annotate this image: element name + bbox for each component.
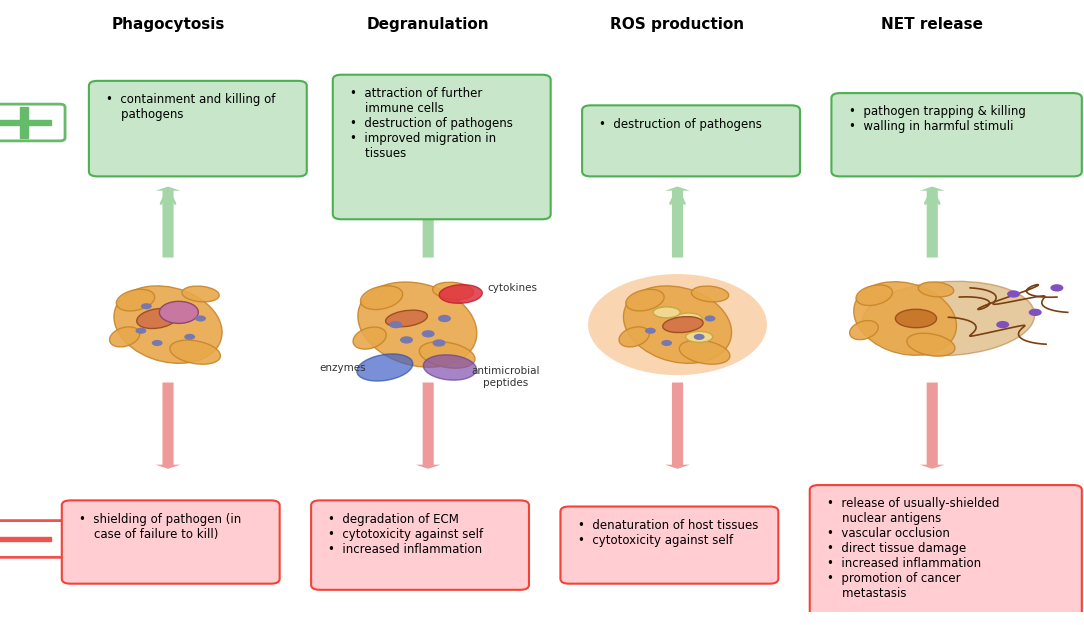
Circle shape	[996, 321, 1009, 328]
Ellipse shape	[433, 282, 474, 299]
Circle shape	[195, 316, 206, 321]
Ellipse shape	[114, 286, 222, 363]
Circle shape	[136, 328, 146, 334]
Ellipse shape	[854, 282, 956, 355]
Ellipse shape	[653, 307, 681, 318]
FancyBboxPatch shape	[20, 107, 28, 138]
Circle shape	[645, 328, 656, 334]
Ellipse shape	[358, 282, 477, 368]
Text: •  attraction of further
    immune cells
•  destruction of pathogens
•  improve: • attraction of further immune cells • d…	[350, 87, 513, 160]
Text: cytokines: cytokines	[488, 283, 538, 293]
Ellipse shape	[680, 340, 730, 364]
Ellipse shape	[386, 310, 427, 327]
FancyBboxPatch shape	[311, 501, 529, 590]
Circle shape	[1007, 291, 1020, 298]
Text: antimicrobial
peptides: antimicrobial peptides	[472, 366, 540, 388]
FancyBboxPatch shape	[0, 120, 51, 125]
Ellipse shape	[357, 354, 413, 381]
FancyBboxPatch shape	[831, 93, 1082, 176]
Ellipse shape	[170, 340, 220, 364]
Ellipse shape	[856, 285, 892, 306]
Circle shape	[1050, 284, 1063, 291]
Ellipse shape	[424, 355, 476, 380]
Ellipse shape	[420, 342, 475, 368]
FancyBboxPatch shape	[62, 501, 280, 584]
Ellipse shape	[182, 286, 219, 302]
Ellipse shape	[692, 286, 728, 302]
Text: NET release: NET release	[881, 17, 983, 32]
Ellipse shape	[674, 313, 702, 324]
Text: •  denaturation of host tissues
•  cytotoxicity against self: • denaturation of host tissues • cytotox…	[578, 519, 758, 547]
Ellipse shape	[662, 317, 704, 332]
Text: •  containment and killing of
    pathogens: • containment and killing of pathogens	[106, 93, 275, 121]
Circle shape	[184, 334, 195, 340]
Circle shape	[141, 303, 152, 309]
Circle shape	[1029, 309, 1042, 316]
Ellipse shape	[686, 331, 713, 342]
Circle shape	[422, 330, 435, 338]
Ellipse shape	[907, 333, 955, 356]
FancyBboxPatch shape	[560, 506, 778, 584]
Circle shape	[705, 316, 715, 321]
Circle shape	[433, 339, 446, 347]
Circle shape	[438, 315, 451, 322]
FancyBboxPatch shape	[0, 536, 51, 541]
Circle shape	[661, 340, 672, 346]
Text: Degranulation: Degranulation	[366, 17, 490, 32]
Ellipse shape	[137, 309, 178, 329]
Text: •  pathogen trapping & killing
•  walling in harmful stimuli: • pathogen trapping & killing • walling …	[849, 106, 1025, 133]
FancyBboxPatch shape	[333, 75, 551, 219]
Ellipse shape	[109, 327, 140, 347]
Circle shape	[152, 340, 163, 346]
Circle shape	[389, 321, 402, 328]
Ellipse shape	[625, 289, 664, 311]
FancyBboxPatch shape	[89, 81, 307, 176]
Ellipse shape	[588, 274, 767, 375]
FancyBboxPatch shape	[582, 106, 800, 176]
Ellipse shape	[850, 321, 878, 339]
Ellipse shape	[116, 289, 155, 311]
Circle shape	[400, 336, 413, 344]
Ellipse shape	[619, 327, 649, 347]
Text: enzymes: enzymes	[320, 362, 366, 372]
Text: •  shielding of pathogen (in
    case of failure to kill): • shielding of pathogen (in case of fail…	[79, 512, 242, 541]
FancyBboxPatch shape	[810, 485, 1082, 618]
Text: ROS production: ROS production	[610, 17, 745, 32]
Text: •  degradation of ECM
•  cytotoxicity against self
•  increased inflammation: • degradation of ECM • cytotoxicity agai…	[328, 512, 483, 556]
Ellipse shape	[863, 281, 1034, 356]
Ellipse shape	[918, 282, 954, 297]
Ellipse shape	[623, 286, 732, 363]
Text: Phagocytosis: Phagocytosis	[112, 17, 224, 32]
Ellipse shape	[353, 327, 386, 349]
Circle shape	[159, 301, 198, 323]
Text: •  release of usually-shielded
    nuclear antigens
•  vascular occlusion
•  dir: • release of usually-shielded nuclear an…	[827, 498, 999, 601]
Ellipse shape	[895, 309, 937, 328]
Ellipse shape	[361, 286, 402, 309]
Text: •  destruction of pathogens: • destruction of pathogens	[599, 118, 762, 131]
Ellipse shape	[439, 285, 482, 303]
Circle shape	[694, 334, 705, 340]
